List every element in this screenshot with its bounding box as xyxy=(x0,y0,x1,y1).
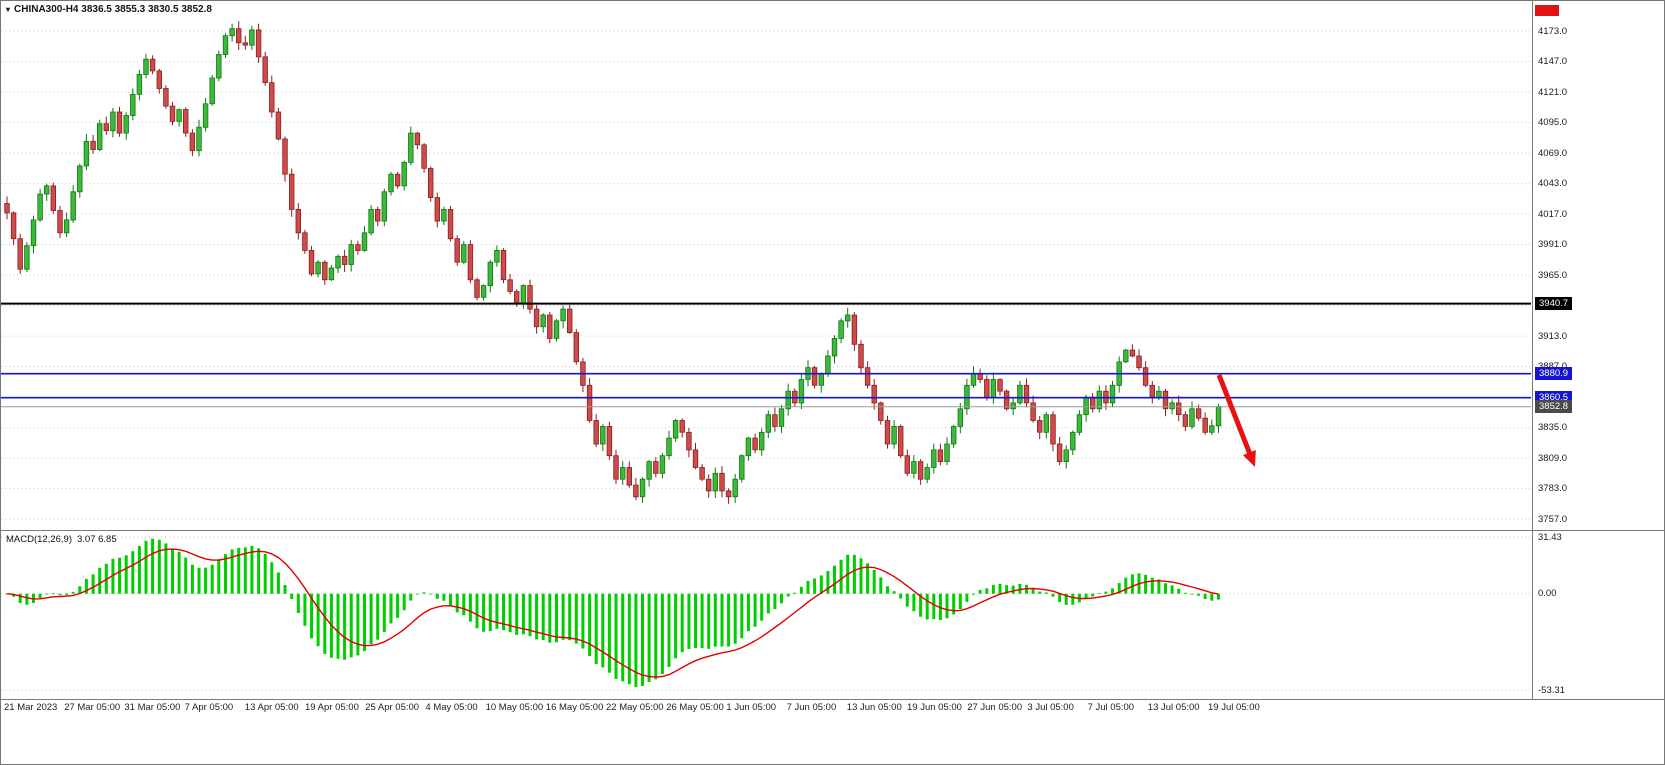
symbol-dropdown-icon: ▾ xyxy=(6,5,11,14)
price-chart[interactable] xyxy=(1,1,1531,530)
time-axis-label: 13 Jun 05:00 xyxy=(846,702,902,713)
macd-axis-label: 0.00 xyxy=(1538,588,1557,600)
time-axis-label: 4 May 05:00 xyxy=(425,702,478,713)
time-axis-label: 27 Jun 05:00 xyxy=(967,702,1023,713)
macd-axis-label: 31.43 xyxy=(1538,531,1562,543)
time-axis-label: 19 Jun 05:00 xyxy=(907,702,962,713)
time-axis-label: 27 Mar 05:00 xyxy=(64,702,121,713)
price-axis-label: 4095.0 xyxy=(1538,117,1568,128)
time-axis-label: 7 Jun 05:00 xyxy=(786,702,837,713)
price-axis-label: 4147.0 xyxy=(1538,56,1568,67)
axis-separator-vertical xyxy=(1532,1,1533,699)
price-axis-label: 3757.0 xyxy=(1538,513,1568,525)
time-axis-label: 22 May 05:00 xyxy=(606,702,664,713)
price-axis-label: 3809.0 xyxy=(1538,452,1568,464)
price-axis-label: 3835.0 xyxy=(1538,422,1568,434)
price-axis-label: 3991.0 xyxy=(1538,239,1568,251)
price-axis-label: 4017.0 xyxy=(1538,208,1568,220)
time-axis-label: 3 Jul 05:00 xyxy=(1027,702,1074,713)
time-axis-label: 19 Apr 05:00 xyxy=(305,702,359,713)
timeaxis-separator xyxy=(1,699,1664,700)
macd-chart[interactable] xyxy=(1,531,1531,699)
price-axis-label: 3913.0 xyxy=(1538,330,1568,342)
macd-name: MACD(12,26,9) xyxy=(6,534,72,545)
price-axis-label: 4173.0 xyxy=(1538,25,1568,37)
price-axis-label: 4043.0 xyxy=(1538,178,1568,190)
time-axis-label: 26 May 05:00 xyxy=(666,702,724,713)
price-axis-label: 4121.0 xyxy=(1538,86,1568,98)
market-status-marker xyxy=(1535,5,1559,16)
time-axis-label: 19 Jul 05:00 xyxy=(1208,702,1260,713)
panel-separator[interactable] xyxy=(1,530,1664,531)
price-axis-label: 4069.0 xyxy=(1538,147,1568,159)
time-axis-label: 1 Jun 05:00 xyxy=(726,702,777,713)
macd-values: 3.07 6.85 xyxy=(77,534,117,545)
price-axis-label: 3965.0 xyxy=(1538,269,1568,281)
time-axis-label: 25 Apr 05:00 xyxy=(365,702,420,713)
time-axis-label: 7 Jul 05:00 xyxy=(1087,702,1135,713)
time-axis-label: 16 May 05:00 xyxy=(545,702,604,713)
time-axis-label: 21 Mar 2023 xyxy=(4,702,58,713)
time-axis-label: 13 Jul 05:00 xyxy=(1147,702,1200,713)
time-axis-label: 13 Apr 05:00 xyxy=(244,702,299,713)
macd-axis-label: -53.31 xyxy=(1538,684,1565,696)
price-axis-label: 3887.0 xyxy=(1538,361,1567,372)
symbol-ohlc-readout: ▾ CHINA300-H4 3836.5 3855.3 3830.5 3852.… xyxy=(6,4,212,15)
macd-indicator-label: MACD(12,26,9) 3.07 6.85 xyxy=(6,534,117,545)
price-level-badge: 3940.7 xyxy=(1535,297,1573,311)
price-axis[interactable]: 4173.0 4147.0 4121.0 4095.0 4069.0 4043.0 4017… xyxy=(1534,1,1664,699)
price-axis-label: 3783.0 xyxy=(1538,483,1568,495)
symbol-ohlc-text: CHINA300-H4 3836.5 3855.3 3830.5 3852.8 xyxy=(14,4,212,15)
price-level-badge: 3852.8 xyxy=(1535,400,1573,414)
price-level-badge: 3880.9 xyxy=(1535,367,1573,381)
time-axis[interactable]: 21 Mar 2023 27 Mar 05:00 31 Mar 05:00 7 Apr… xyxy=(1,702,1664,718)
time-axis-label: 7 Apr 05:00 xyxy=(184,702,234,713)
time-axis-label: 31 Mar 05:00 xyxy=(124,702,181,713)
time-axis-label: 10 May 05:00 xyxy=(485,702,544,713)
